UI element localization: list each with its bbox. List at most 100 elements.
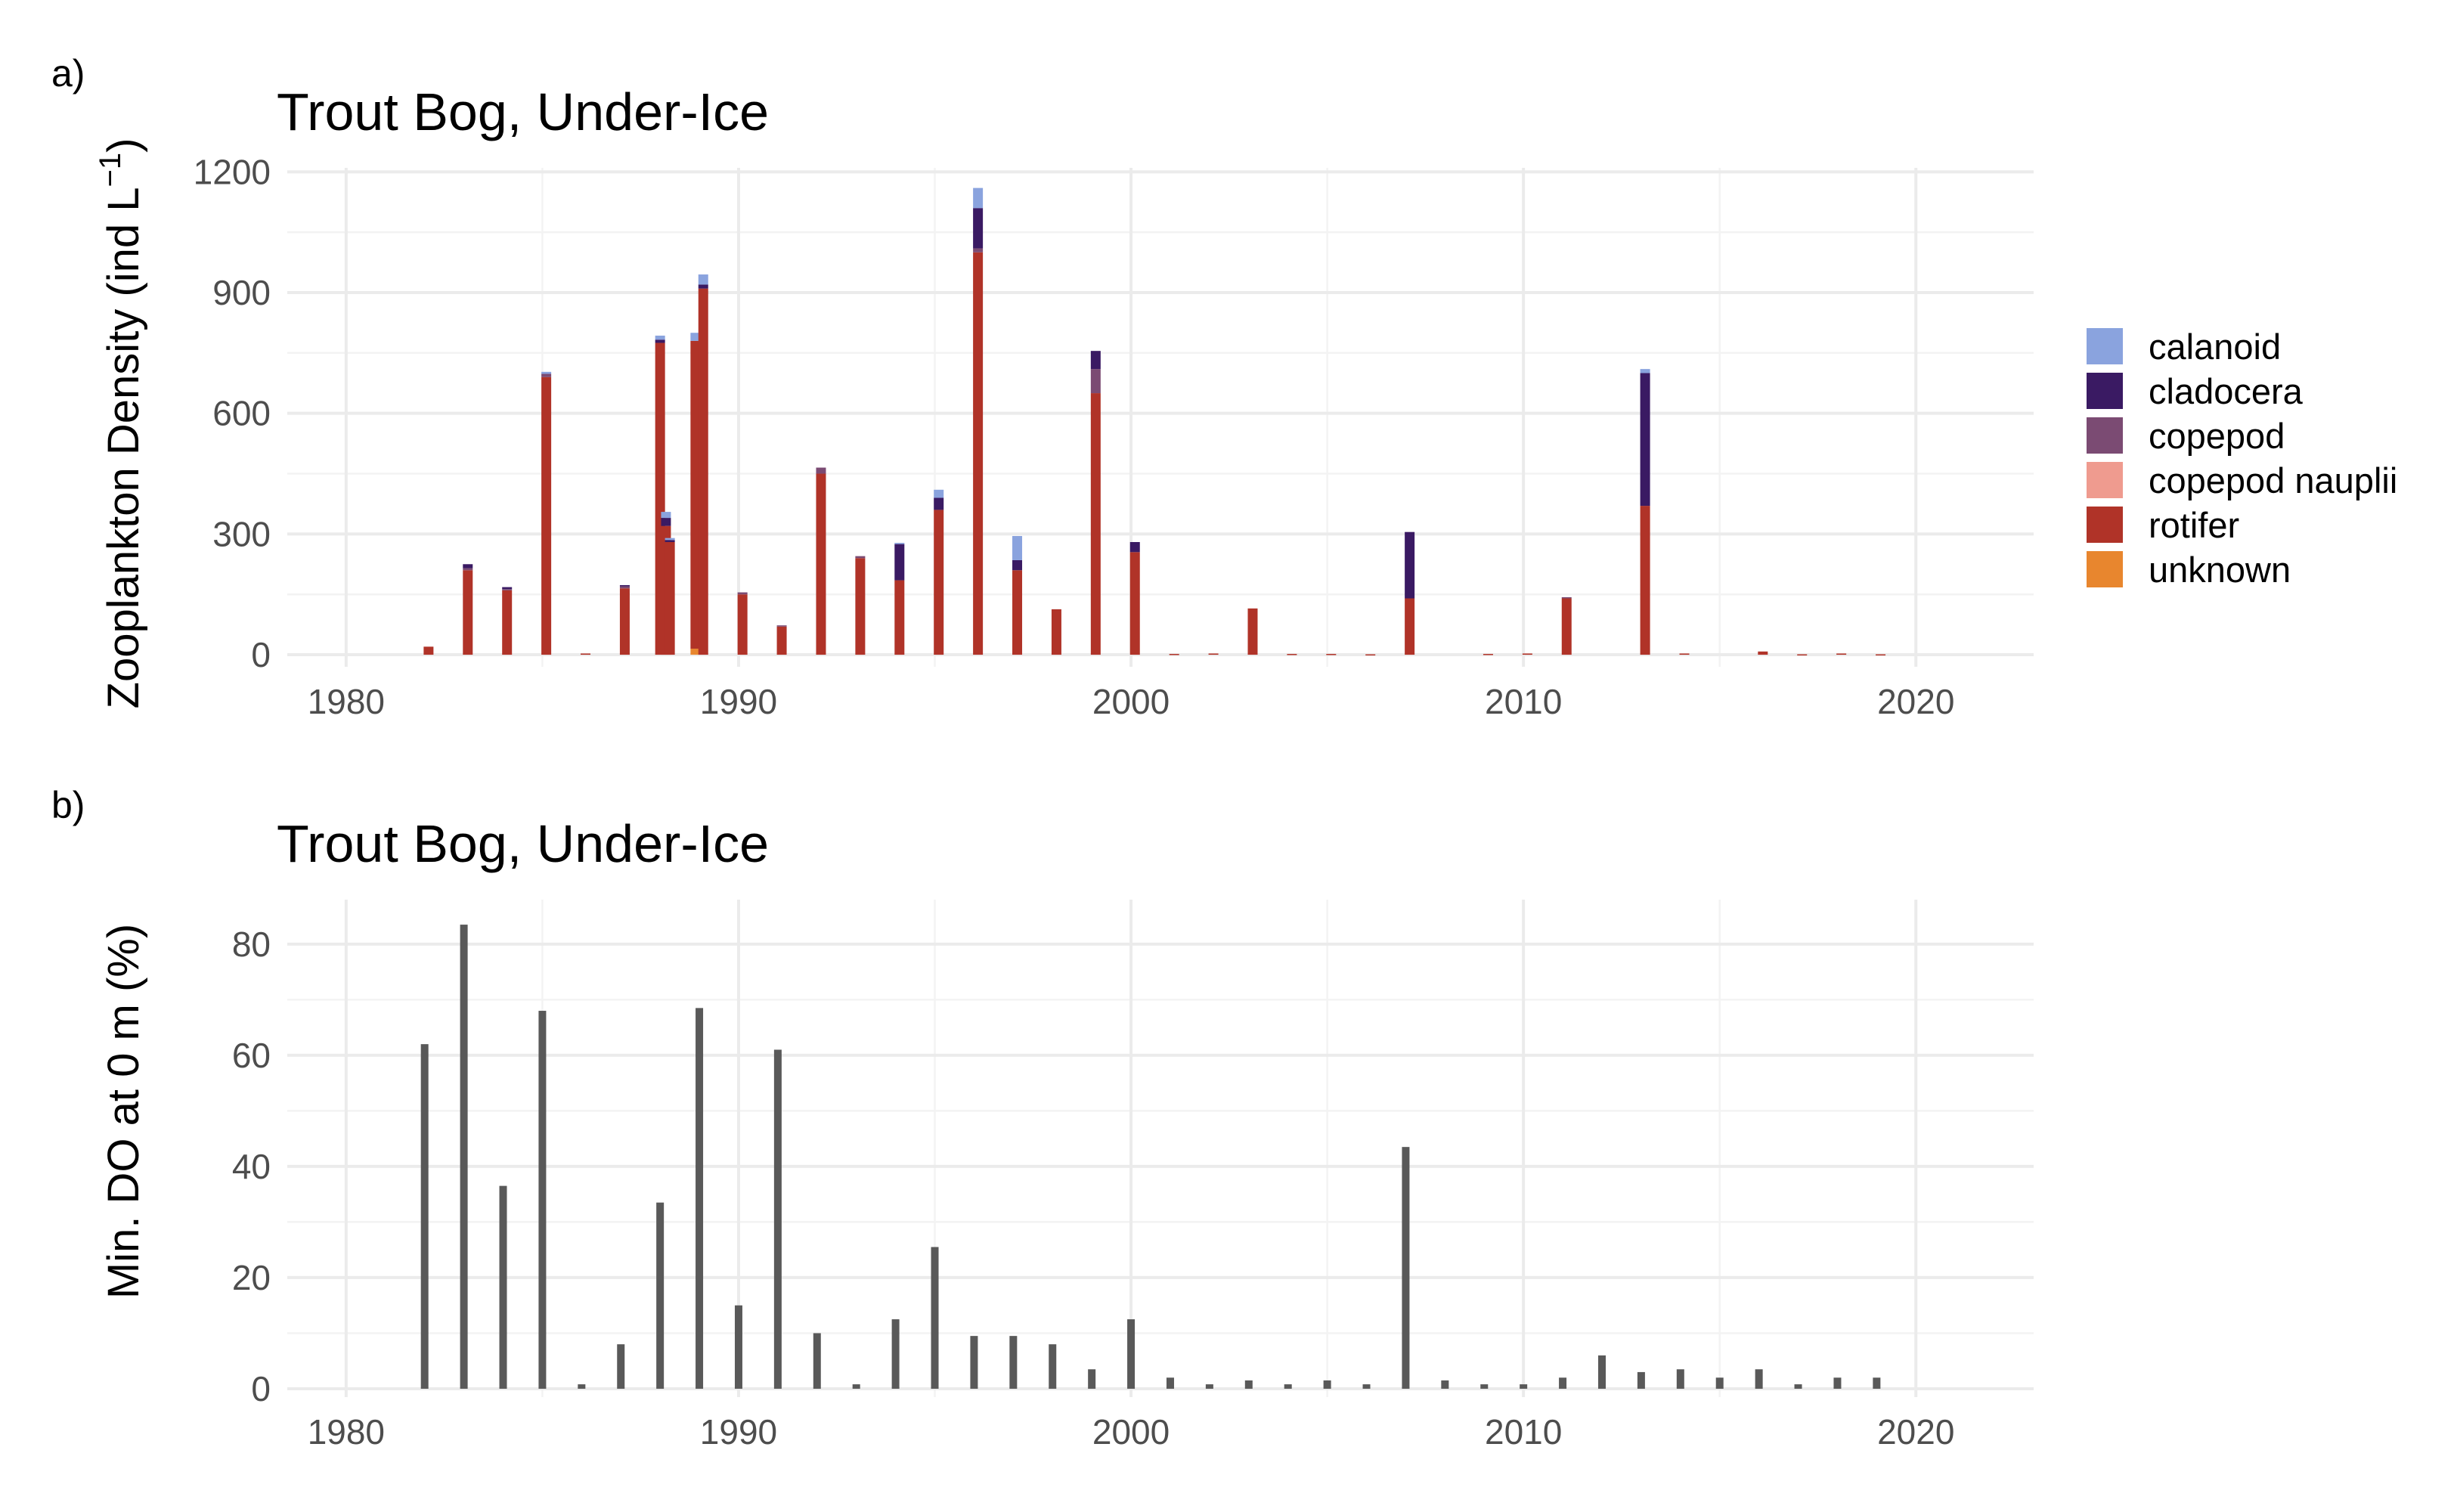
bar: [1205, 1384, 1213, 1389]
zooplankton-density-chart: a) Trout Bog, Under-Ice 1980 1990 2000 2010…: [51, 52, 2397, 721]
bar-segment-rotifer: [1758, 651, 1768, 655]
bar: [499, 1185, 507, 1389]
bar: [1676, 1369, 1684, 1389]
x-tick-label: 2000: [1092, 682, 1170, 721]
bar: [656, 1202, 665, 1389]
bar: [1284, 1384, 1292, 1389]
min-do-chart: b) Trout Bog, Under-Ice 1980 1990 2000 2010…: [51, 784, 2034, 1452]
bar-segment-rotifer: [581, 653, 591, 655]
y-tick-label: 0: [251, 635, 271, 674]
bar: [1166, 1377, 1174, 1389]
bar-segment-rotifer: [973, 252, 984, 655]
bar-segment-rotifer: [737, 594, 748, 655]
bar-segment-cladocera: [1405, 531, 1415, 599]
bar-segment-rotifer: [1561, 598, 1572, 655]
bar: [1127, 1319, 1136, 1389]
panel-label-b: b): [51, 784, 85, 826]
bar: [1480, 1384, 1489, 1389]
bar-segment-rotifer: [1129, 552, 1140, 655]
bar-segment-cladocera: [1012, 559, 1023, 571]
bar-segment-calanoid: [690, 333, 701, 341]
bar: [773, 1049, 782, 1389]
bar-segment-rotifer: [1208, 653, 1219, 655]
bar-segment-calanoid: [934, 489, 944, 498]
grid: [287, 168, 2034, 667]
bar: [1520, 1384, 1528, 1389]
bar-segment-calanoid: [698, 274, 708, 285]
bar-segment-cladocera: [665, 540, 675, 542]
bar-segment-cladocera: [1640, 373, 1650, 507]
bar-segment-rotifer: [541, 376, 552, 655]
bar-segment-cladocera: [698, 284, 708, 289]
bar-segment-cladocera: [1129, 542, 1140, 553]
bar-segment-rotifer: [816, 473, 826, 655]
x-tick-labels: 1980 1990 2000 2010 2020: [308, 682, 1955, 721]
bar-segment-copepod: [1090, 369, 1101, 394]
bar-segment-rotifer: [1326, 653, 1337, 655]
y-axis-title-main: Zooplankton Density (ind L: [99, 187, 148, 708]
bar: [1009, 1336, 1018, 1389]
x-tick-label: 1990: [700, 1412, 777, 1452]
bar-segment-cladocera: [619, 584, 630, 587]
bar-segment-rotifer: [1640, 506, 1650, 655]
bar: [460, 925, 468, 1389]
bar: [1715, 1377, 1724, 1389]
bar: [970, 1336, 978, 1389]
bar-segment-copepod: [816, 467, 826, 474]
bar-segment-cladocera: [502, 587, 513, 590]
bar-segment-rotifer: [934, 510, 944, 655]
bar-segment-rotifer: [665, 542, 675, 655]
bar-segment-calanoid: [894, 543, 905, 544]
y-tick-label: 600: [212, 394, 271, 433]
bar-segment-rotifer: [1365, 654, 1376, 655]
bar: [734, 1305, 742, 1389]
bar: [891, 1319, 900, 1389]
y-tick-label: 80: [232, 925, 271, 964]
bar: [538, 1011, 547, 1389]
bar: [1833, 1377, 1842, 1389]
legend-label: unknown: [2149, 550, 2291, 590]
bar: [420, 1044, 429, 1389]
bar-segment-copepod: [973, 248, 984, 253]
chart-title: Trout Bog, Under-Ice: [277, 814, 769, 873]
panel-label-a: a): [51, 52, 85, 94]
y-axis-title: Zooplankton Density (ind L−1): [94, 138, 148, 709]
legend-label: rotifer: [2149, 505, 2239, 545]
x-tick-label: 1980: [308, 1412, 385, 1452]
bar: [578, 1384, 586, 1389]
bar-segment-copepod: [502, 589, 513, 590]
bar-segment-calanoid: [1640, 369, 1650, 373]
bar-segment-rotifer: [1797, 654, 1808, 655]
x-tick-label: 2000: [1092, 1412, 1170, 1452]
bar-segment-copepod: [737, 592, 748, 595]
bar-segment-rotifer: [690, 340, 701, 649]
y-tick-labels: 0 300 600 900 1200: [194, 152, 271, 674]
bar: [1794, 1384, 1802, 1389]
bar: [1873, 1377, 1881, 1389]
bar-segment-rotifer: [423, 646, 434, 655]
bar-segment-calanoid: [665, 538, 675, 541]
legend-key: [2087, 551, 2123, 587]
legend-label: cladocera: [2149, 371, 2304, 411]
bars: [420, 925, 1881, 1389]
bar-segment-calanoid: [1012, 536, 1023, 560]
bar-segment-cladocera: [894, 544, 905, 581]
bar-segment-rotifer: [776, 626, 787, 655]
y-tick-labels: 0 20 40 60 80: [232, 925, 271, 1408]
x-tick-label: 1980: [308, 682, 385, 721]
y-axis-title-end: ): [99, 138, 148, 153]
bar: [813, 1333, 821, 1389]
y-tick-label: 300: [212, 514, 271, 553]
bar-segment-unknown: [690, 649, 701, 655]
bar-segment-cladocera: [973, 208, 984, 249]
bar: [617, 1344, 625, 1389]
bar: [1244, 1380, 1253, 1389]
bars: [423, 187, 1886, 655]
y-axis-title-superscript: −1: [94, 153, 127, 187]
bar-segment-rotifer: [855, 558, 866, 655]
bar-segment-cladocera: [934, 497, 944, 510]
bar: [1088, 1369, 1096, 1389]
bar-segment-calanoid: [973, 187, 984, 209]
bar: [1755, 1369, 1763, 1389]
bar-segment-rotifer: [1287, 653, 1297, 655]
